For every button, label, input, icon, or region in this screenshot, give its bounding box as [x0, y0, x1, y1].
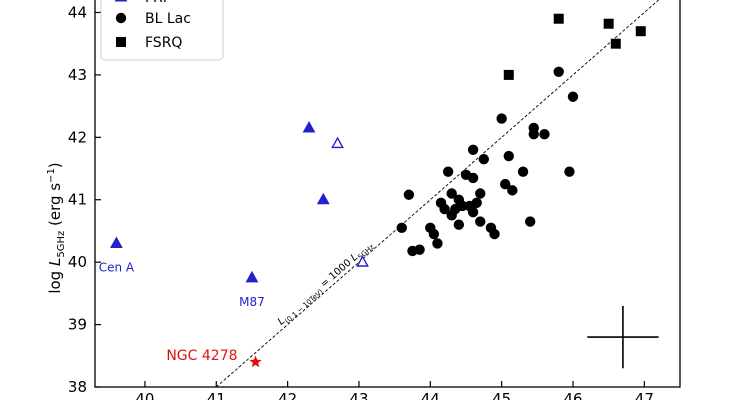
fri-open-point-1 — [356, 255, 369, 267]
bl-lac-point-18 — [467, 207, 479, 218]
legend-marker-fri — [114, 0, 128, 2]
fsrq-point-4 — [635, 26, 646, 37]
y-tick-label-39: 39 — [68, 316, 87, 334]
bl-lac-point-36 — [553, 66, 564, 77]
cen-a-label: Cen A — [99, 260, 135, 274]
bl-lac-point-31 — [517, 166, 529, 177]
bl-lac-point-32 — [524, 216, 536, 227]
data-points — [109, 13, 646, 368]
legend-box — [100, 0, 224, 61]
relation-line-label: L(0.1 − 10TeV) = 1000 L5GHz — [276, 239, 376, 329]
y-tick-label-44: 44 — [68, 3, 87, 21]
y-tick-label-42: 42 — [68, 128, 87, 146]
ngc4278-label: NGC 4278 — [166, 348, 237, 364]
fri-point-3 — [316, 192, 330, 205]
bl-lac-point-22 — [475, 188, 486, 199]
x-tick-label-42: 42 — [278, 390, 297, 400]
y-tick-label-38: 38 — [68, 378, 87, 396]
fri-point-0 — [109, 236, 123, 248]
legend-marker-fsrq — [116, 37, 126, 47]
fsrq-point-0 — [503, 69, 514, 80]
plot-area — [94, 0, 681, 388]
bl-lac-point-8 — [439, 203, 450, 215]
bl-lac-point-21 — [471, 197, 482, 209]
ngc4278-star — [249, 355, 262, 368]
fsrq-point-3 — [610, 38, 621, 49]
y-tick-label-40: 40 — [68, 253, 87, 271]
bl-lac-point-34 — [528, 129, 539, 140]
bl-lac-point-37 — [564, 166, 575, 177]
bl-lac-point-1 — [403, 189, 415, 200]
bl-lac-point-10 — [446, 188, 457, 199]
fri-point-2 — [302, 121, 316, 133]
bl-lac-point-15 — [457, 200, 468, 212]
fri-open-point-0 — [331, 136, 344, 149]
legend-label-fri: FRI — [145, 0, 167, 6]
y-axis-label: log L5GHz (erg s−1) — [46, 162, 67, 293]
bl-lac-point-0 — [396, 222, 407, 234]
relation-line — [215, 0, 660, 387]
x-tick-label-40: 40 — [135, 390, 154, 400]
legend-label-bl-lac: BL Lac — [145, 11, 191, 27]
fsrq-point-2 — [603, 18, 614, 29]
fri-point-1 — [245, 270, 259, 283]
x-tick-label-41: 41 — [207, 390, 226, 400]
bl-lac-point-35 — [539, 129, 550, 140]
y-tick-label-43: 43 — [68, 66, 87, 84]
bl-lac-point-6 — [432, 238, 443, 249]
x-tick-label-45: 45 — [492, 390, 511, 400]
bl-lac-point-24 — [478, 153, 490, 165]
legend-label-fsrq: FSRQ — [145, 35, 182, 51]
bl-lac-point-30 — [507, 185, 518, 196]
y-tick-label-41: 41 — [68, 191, 87, 209]
x-tick-label-46: 46 — [563, 390, 582, 400]
bl-lac-point-9 — [442, 166, 454, 177]
bl-lac-point-5 — [428, 228, 440, 240]
bl-lac-point-38 — [567, 91, 579, 102]
bl-lac-point-26 — [489, 228, 500, 240]
x-tick-label-44: 44 — [421, 390, 440, 400]
m87-label: M87 — [239, 295, 265, 309]
bl-lac-point-20 — [467, 144, 479, 156]
legend: FRI BL Lac FSRQ — [100, 0, 224, 61]
bl-lac-point-29 — [503, 150, 514, 162]
bl-lac-point-27 — [496, 113, 507, 124]
legend-marker-bl-lac — [115, 12, 127, 24]
bl-lac-point-19 — [467, 172, 479, 184]
axis-ticks: 40 41 42 43 44 45 46 47 38 39 40 41 42 43 44 — [68, 3, 654, 400]
fsrq-point-1 — [553, 13, 564, 24]
bl-lac-point-28 — [500, 178, 511, 190]
x-tick-label-43: 43 — [349, 390, 368, 400]
bl-lac-point-23 — [475, 216, 486, 227]
bl-lac-point-13 — [453, 219, 465, 230]
bl-lac-point-3 — [414, 244, 425, 255]
annotations: Cen A M87 NGC 4278 — [99, 260, 659, 369]
x-tick-label-47: 47 — [635, 390, 654, 400]
